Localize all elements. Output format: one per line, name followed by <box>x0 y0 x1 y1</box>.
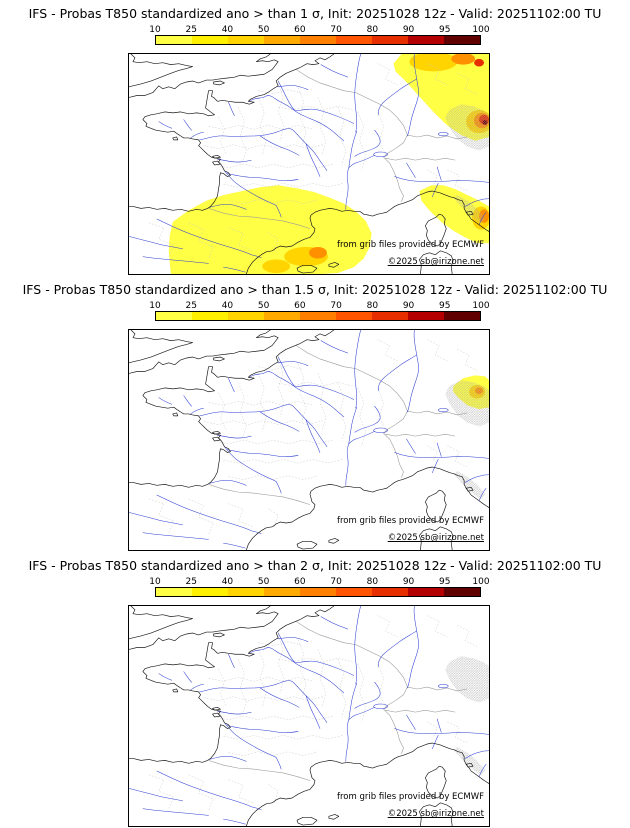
colorbar-tick: 90 <box>402 301 415 311</box>
colorbar-tick: 10 <box>149 577 161 587</box>
colorbar-tick: 100 <box>472 577 490 587</box>
attribution-text: from grib files provided by ECMWF <box>337 516 484 526</box>
colorbar-gradient <box>155 587 481 597</box>
colorbar-tick: 70 <box>330 301 342 311</box>
colorbar-tick: 80 <box>366 25 379 35</box>
colorbar-tick: 50 <box>257 25 270 35</box>
map-1sigma: from grib files provided by ECMWF ©2025 … <box>128 53 490 275</box>
colorbar-tick: 50 <box>257 577 270 587</box>
panel-1sigma: IFS - Probas T850 standardized ano > tha… <box>0 0 630 276</box>
colorbar-tick: 100 <box>472 25 490 35</box>
probability-shading-1sigma <box>168 54 489 274</box>
colorbar-tick: 60 <box>294 577 306 587</box>
colorbar-tick: 50 <box>257 301 270 311</box>
map-svg <box>129 330 489 550</box>
panel-1p5sigma: IFS - Probas T850 standardized ano > tha… <box>0 276 630 552</box>
colorbar-tick: 90 <box>402 25 415 35</box>
map-svg <box>129 54 489 274</box>
colorbar-tick: 90 <box>402 577 415 587</box>
colorbar-tick: 95 <box>439 25 451 35</box>
attribution-text: from grib files provided by ECMWF <box>337 240 484 250</box>
panel-title: IFS - Probas T850 standardized ano > tha… <box>28 6 602 21</box>
colorbar-tick: 40 <box>221 301 234 311</box>
colorbar-tick: 95 <box>439 301 451 311</box>
panel-title: IFS - Probas T850 standardized ano > tha… <box>22 282 608 297</box>
colorbar-ticks: 10 25 40 50 60 70 80 90 95 100 <box>149 25 489 35</box>
colorbar-tick: 100 <box>472 301 490 311</box>
panel-2sigma: IFS - Probas T850 standardized ano > tha… <box>0 552 630 828</box>
colorbar-tick: 25 <box>185 577 197 587</box>
colorbar-tick: 25 <box>185 25 197 35</box>
colorbar-tick: 95 <box>439 577 451 587</box>
copyright-link[interactable]: ©2025 sb@irizone.net <box>387 533 484 543</box>
colorbar-tick: 10 <box>149 25 161 35</box>
colorbar-tick: 80 <box>366 301 379 311</box>
map-1p5sigma: from grib files provided by ECMWF ©2025 … <box>128 329 490 551</box>
colorbar-tick: 10 <box>149 301 161 311</box>
colorbar-tick: 70 <box>330 25 342 35</box>
colorbar-gradient <box>155 311 481 321</box>
colorbar-gradient <box>155 35 481 45</box>
copyright-link[interactable]: ©2025 sb@irizone.net <box>387 257 484 267</box>
colorbar-tick: 80 <box>366 577 379 587</box>
colorbar-ticks: 10 25 40 50 60 70 80 90 95 100 <box>149 577 489 587</box>
panel-title: IFS - Probas T850 standardized ano > tha… <box>28 558 602 573</box>
map-2sigma: from grib files provided by ECMWF ©2025 … <box>128 605 490 827</box>
copyright-link[interactable]: ©2025 sb@irizone.net <box>387 809 484 819</box>
colorbar-tick: 70 <box>330 577 342 587</box>
colorbar-tick: 40 <box>221 577 234 587</box>
colorbar-tick: 40 <box>221 25 234 35</box>
attribution-text: from grib files provided by ECMWF <box>337 792 484 802</box>
colorbar-tick: 60 <box>294 301 306 311</box>
colorbar-ticks: 10 25 40 50 60 70 80 90 95 100 <box>149 301 489 311</box>
colorbar-tick: 60 <box>294 25 306 35</box>
colorbar-tick: 25 <box>185 301 197 311</box>
